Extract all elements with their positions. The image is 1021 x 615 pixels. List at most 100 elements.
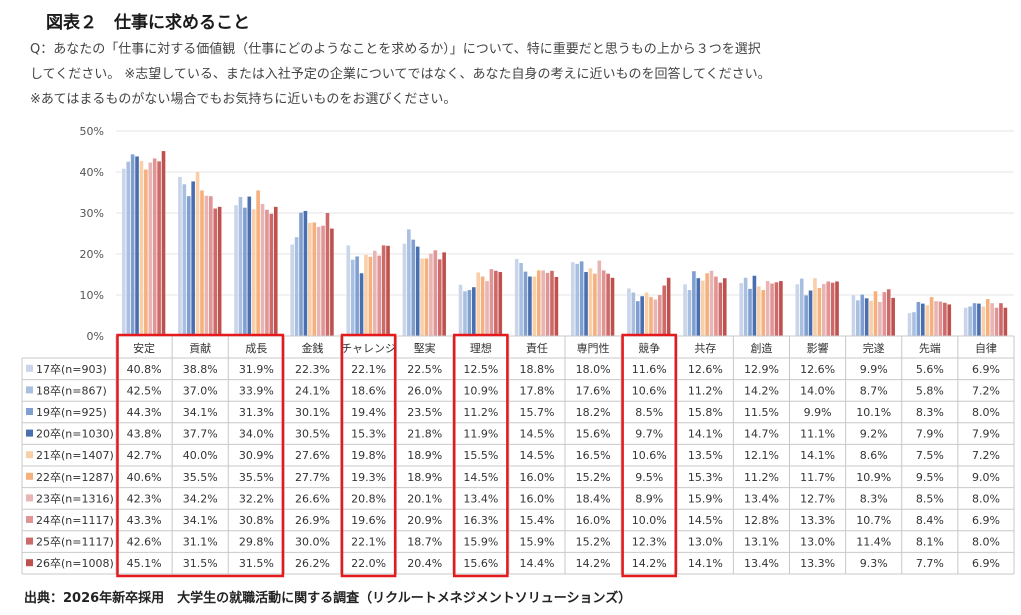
bar: [139, 160, 144, 336]
data-label: 5.8%: [916, 384, 944, 397]
data-label: 17.6%: [576, 384, 611, 397]
bar: [308, 222, 312, 336]
data-label: 16.0%: [519, 492, 554, 505]
bar: [386, 245, 390, 336]
data-label: 42.6%: [127, 536, 162, 549]
bar: [217, 206, 222, 336]
bar: [709, 270, 714, 336]
data-label: 10.6%: [632, 384, 667, 397]
bar: [907, 313, 912, 336]
data-label: 15.8%: [688, 406, 723, 419]
legend-swatch: [26, 408, 33, 415]
series-name: 23卒(n=1316): [36, 491, 114, 505]
bar: [770, 283, 774, 336]
bar: [372, 250, 377, 336]
data-label: 30.8%: [239, 514, 274, 527]
data-label: 40.0%: [183, 449, 218, 462]
data-label: 30.9%: [239, 449, 274, 462]
bar: [514, 258, 519, 336]
bar: [437, 259, 442, 336]
data-label: 15.2%: [576, 536, 611, 549]
data-label: 14.5%: [519, 449, 554, 462]
bar: [584, 272, 588, 336]
data-label: 14.4%: [519, 557, 554, 570]
data-label: 18.9%: [407, 449, 442, 462]
data-label: 9.0%: [972, 471, 1000, 484]
bar: [494, 270, 498, 336]
data-label: 31.5%: [239, 557, 274, 570]
bar: [891, 297, 895, 336]
bar: [191, 181, 195, 336]
category-label: 金銭: [301, 341, 323, 355]
data-label: 15.2%: [576, 471, 611, 484]
bar: [209, 196, 213, 336]
bar: [830, 282, 835, 336]
bar: [743, 277, 748, 336]
bar: [541, 270, 545, 336]
highlight-box: [453, 333, 509, 578]
data-label: 14.5%: [463, 471, 498, 484]
bar: [523, 271, 528, 336]
category-label: 完遂: [863, 341, 885, 355]
data-label: 33.9%: [239, 384, 274, 397]
data-label: 34.1%: [183, 406, 218, 419]
category-label: 理想: [470, 341, 492, 355]
data-label: 15.9%: [688, 492, 723, 505]
bar: [316, 226, 321, 336]
bar: [977, 303, 981, 336]
bar: [869, 300, 873, 336]
bar: [779, 281, 783, 336]
data-label: 22.3%: [295, 363, 330, 376]
bar: [536, 270, 541, 336]
y-tick-label: 30%: [80, 207, 104, 220]
bar: [947, 304, 952, 336]
data-label: 27.7%: [295, 471, 330, 484]
chart-title: 図表２ 仕事に求めること: [46, 13, 250, 33]
bar: [808, 290, 813, 336]
bar: [182, 184, 187, 336]
bar: [424, 258, 429, 336]
bar: [467, 290, 472, 336]
bar: [627, 288, 631, 336]
bar: [415, 246, 420, 336]
data-label: 6.9%: [972, 514, 1000, 527]
bar: [186, 196, 191, 336]
bar: [161, 151, 166, 336]
data-label: 9.3%: [860, 557, 888, 570]
bar: [325, 213, 330, 336]
bar: [774, 282, 779, 336]
data-label: 18.7%: [407, 536, 442, 549]
bar: [350, 259, 355, 336]
category-label: 共存: [694, 341, 716, 355]
bar: [238, 197, 243, 336]
data-label: 13.0%: [800, 536, 835, 549]
series-name: 17卒(n=903): [36, 362, 107, 376]
data-label: 30.1%: [295, 406, 330, 419]
data-label: 12.1%: [744, 449, 779, 462]
data-label: 30.0%: [295, 536, 330, 549]
data-label: 19.6%: [351, 514, 386, 527]
data-label: 42.7%: [127, 449, 162, 462]
bar: [644, 292, 649, 336]
data-label: 11.6%: [632, 363, 667, 376]
bar: [126, 161, 131, 336]
bar: [597, 260, 602, 336]
bar: [920, 303, 925, 336]
bar: [148, 162, 153, 336]
bar: [886, 289, 891, 336]
bar: [364, 254, 368, 336]
bar: [377, 255, 381, 336]
bar: [985, 299, 990, 336]
y-tick-label: 0%: [87, 330, 104, 343]
data-label: 15.3%: [688, 471, 723, 484]
data-label: 10.9%: [856, 471, 891, 484]
data-label: 42.3%: [127, 492, 162, 505]
data-label: 37.7%: [183, 428, 218, 441]
bar: [653, 299, 658, 336]
bar: [545, 272, 550, 336]
bar: [658, 295, 662, 336]
bar: [294, 237, 299, 336]
data-label: 17.8%: [519, 384, 554, 397]
data-label: 12.5%: [463, 363, 498, 376]
category-label: 専門性: [577, 341, 610, 355]
